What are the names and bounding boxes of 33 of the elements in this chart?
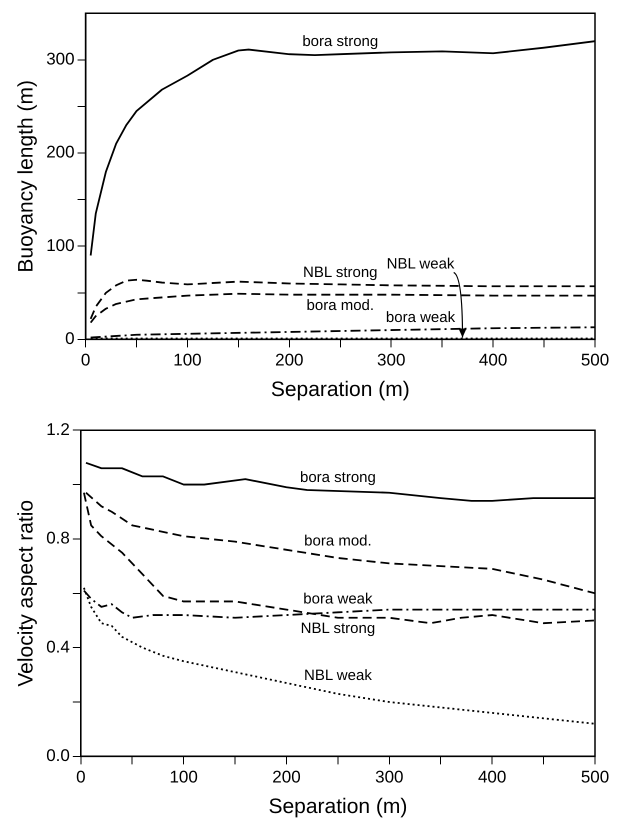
series-label: NBL weak <box>304 666 372 684</box>
x-tick-label: 200 <box>275 350 304 370</box>
y-tick-label: 0.8 <box>46 528 70 548</box>
series-label: NBL strong <box>300 620 376 637</box>
y-tick-label: 100 <box>46 236 75 255</box>
series-label: bora mod. <box>304 532 372 550</box>
x-tick-label: 400 <box>478 767 506 786</box>
y-axis-title: Buoyancy length (m) <box>14 80 38 273</box>
y-tick-label: 0.0 <box>46 746 70 766</box>
series-label: bora mod. <box>306 296 374 314</box>
y-tick-label: 300 <box>46 49 75 68</box>
y-tick-label: 0 <box>65 329 75 348</box>
x-tick-label: 100 <box>173 350 202 370</box>
y-tick-label: 200 <box>46 142 75 162</box>
x-axis-title: Separation (m) <box>268 795 408 818</box>
y-tick-label: 0.4 <box>46 637 70 656</box>
y-tick-label: 1.2 <box>46 420 70 439</box>
series-label: bora weak <box>303 590 374 608</box>
x-tick-label: 200 <box>272 767 301 786</box>
x-axis-title: Separation (m) <box>270 378 410 402</box>
y-axis-title: Velocity aspect ratio <box>14 500 38 687</box>
x-tick-label: 500 <box>580 350 610 370</box>
series-label: bora weak <box>386 309 456 326</box>
series-label: bora strong <box>300 469 376 486</box>
series-label: NBL strong <box>303 264 378 281</box>
x-tick-label: 300 <box>377 350 406 370</box>
x-tick-label: 300 <box>375 767 404 786</box>
x-tick-label: 0 <box>80 350 90 370</box>
x-tick-label: 400 <box>478 350 508 370</box>
series-label: bora strong <box>302 32 378 50</box>
x-tick-label: 100 <box>169 767 198 786</box>
x-tick-label: 500 <box>580 767 610 786</box>
text: NBL weak <box>386 256 455 273</box>
